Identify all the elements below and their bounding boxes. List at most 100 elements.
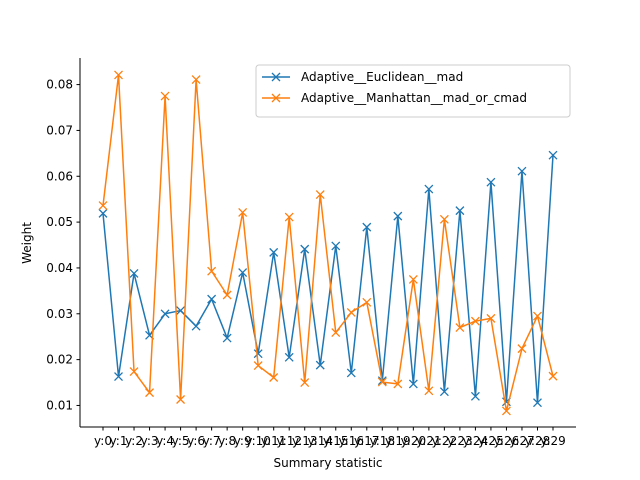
data-point-marker <box>517 166 527 176</box>
data-point-marker <box>439 214 449 224</box>
data-point-marker <box>424 386 434 396</box>
axes-layer <box>79 58 576 428</box>
x-tick-label: y:7 <box>203 434 221 448</box>
legend-frame <box>255 64 571 118</box>
y-tick-label: 0.07 <box>46 123 73 137</box>
x-tick-label: y:8 <box>218 434 236 448</box>
data-point-marker <box>362 297 372 307</box>
data-point-marker <box>424 184 434 194</box>
x-tick-label: y:21 <box>416 434 442 448</box>
data-point-marker <box>455 323 465 332</box>
y-tick-label: 0.02 <box>46 353 73 367</box>
data-point-marker <box>129 367 139 376</box>
data-point-marker <box>408 379 418 389</box>
x-tick-label: y:11 <box>261 434 287 448</box>
legend: Adaptive__Euclidean__mad Adaptive__Manhat… <box>255 64 571 118</box>
data-point-marker <box>145 388 155 398</box>
data-point-marker <box>439 387 449 397</box>
data-point-marker <box>346 368 356 378</box>
data-point-marker <box>393 379 403 389</box>
data-point-marker <box>238 208 248 217</box>
data-point-marker <box>362 222 372 232</box>
data-point-marker <box>222 333 232 343</box>
y-tick-label: 0.05 <box>46 215 73 229</box>
data-point-marker <box>315 190 325 200</box>
data-point-marker <box>346 307 356 317</box>
legend-entry-label: Adaptive__Manhattan__mad_or_cmad <box>301 91 527 105</box>
y-tick-label: 0.06 <box>46 169 73 183</box>
data-point-marker <box>160 309 170 319</box>
data-point-marker <box>377 377 387 387</box>
data-point-marker <box>222 290 232 300</box>
x-ticks: y:0y:1y:2y:3y:4y:5y:6y:7y:8y:9y:10y:11y:… <box>94 427 566 448</box>
data-point-marker <box>269 247 279 257</box>
legend-entry-label: Adaptive__Euclidean__mad <box>301 70 463 84</box>
data-point-marker <box>207 266 217 276</box>
x-tick-label: y:0 <box>94 434 112 448</box>
data-point-marker <box>114 372 123 382</box>
data-point-marker <box>533 311 542 321</box>
data-point-marker <box>455 206 465 216</box>
x-tick-label: y:5 <box>172 434 190 448</box>
data-point-marker <box>548 150 558 160</box>
data-point-marker <box>253 349 263 359</box>
data-point-marker <box>238 268 248 277</box>
x-tick-label: y:23 <box>447 434 473 448</box>
y-tick-label: 0.03 <box>46 307 73 321</box>
x-tick-label: y:22 <box>432 434 458 448</box>
x-tick-label: y:9 <box>234 434 252 448</box>
y-ticks: 0.01 0.02 0.03 0.04 0.05 0.06 0.07 0.08 <box>46 78 80 412</box>
x-tick-label: y:14 <box>307 434 333 448</box>
data-point-marker <box>98 201 108 211</box>
data-point-marker <box>114 70 123 80</box>
data-point-marker <box>269 373 279 382</box>
x-tick-label: y:20 <box>401 434 427 448</box>
data-point-marker <box>315 360 325 370</box>
series-line <box>102 74 554 412</box>
legend-marker-swatch <box>271 93 281 103</box>
data-point-marker <box>331 328 341 338</box>
y-tick-label: 0.04 <box>46 261 73 275</box>
x-tick-label: y:4 <box>156 434 174 448</box>
series-2 <box>98 70 558 416</box>
data-point-marker <box>517 344 527 354</box>
x-tick-label: y:18 <box>370 434 396 448</box>
x-tick-label: y:10 <box>245 434 271 448</box>
data-point-marker <box>284 352 294 362</box>
x-tick-label: y:6 <box>187 434 205 448</box>
x-tick-label: y:2 <box>125 434 143 448</box>
data-point-marker <box>191 75 201 85</box>
data-point-marker <box>300 244 310 254</box>
legend-marker-swatch <box>271 72 281 82</box>
data-point-marker <box>176 306 186 316</box>
data-point-marker <box>501 406 511 416</box>
x-tick-label: y:24 <box>463 434 489 448</box>
data-point-marker <box>470 316 480 326</box>
y-axis-label: Weight <box>20 222 34 264</box>
y-tick-label: 0.01 <box>46 398 73 412</box>
data-point-marker <box>284 212 294 222</box>
x-tick-label: y:13 <box>292 434 318 448</box>
data-point-marker <box>393 211 403 221</box>
data-point-marker <box>191 321 201 331</box>
x-tick-label: y:27 <box>509 434 535 448</box>
data-point-marker <box>98 208 108 218</box>
x-tick-label: y:19 <box>385 434 411 448</box>
data-point-marker <box>331 241 341 251</box>
x-tick-label: y:25 <box>478 434 504 448</box>
data-point-marker <box>486 177 496 187</box>
x-tick-label: y:17 <box>354 434 380 448</box>
series-layer <box>98 70 558 416</box>
data-point-marker <box>160 91 170 101</box>
x-tick-label: y:26 <box>494 434 520 448</box>
x-tick-label: y:16 <box>339 434 365 448</box>
x-tick-label: y:12 <box>276 434 302 448</box>
data-point-marker <box>470 391 480 401</box>
x-tick-label: y:15 <box>323 434 349 448</box>
data-point-marker <box>129 268 139 278</box>
x-tick-label: y:29 <box>540 434 566 448</box>
x-tick-label: y:3 <box>141 434 159 448</box>
y-tick-label: 0.08 <box>46 78 73 92</box>
data-point-marker <box>207 294 217 304</box>
